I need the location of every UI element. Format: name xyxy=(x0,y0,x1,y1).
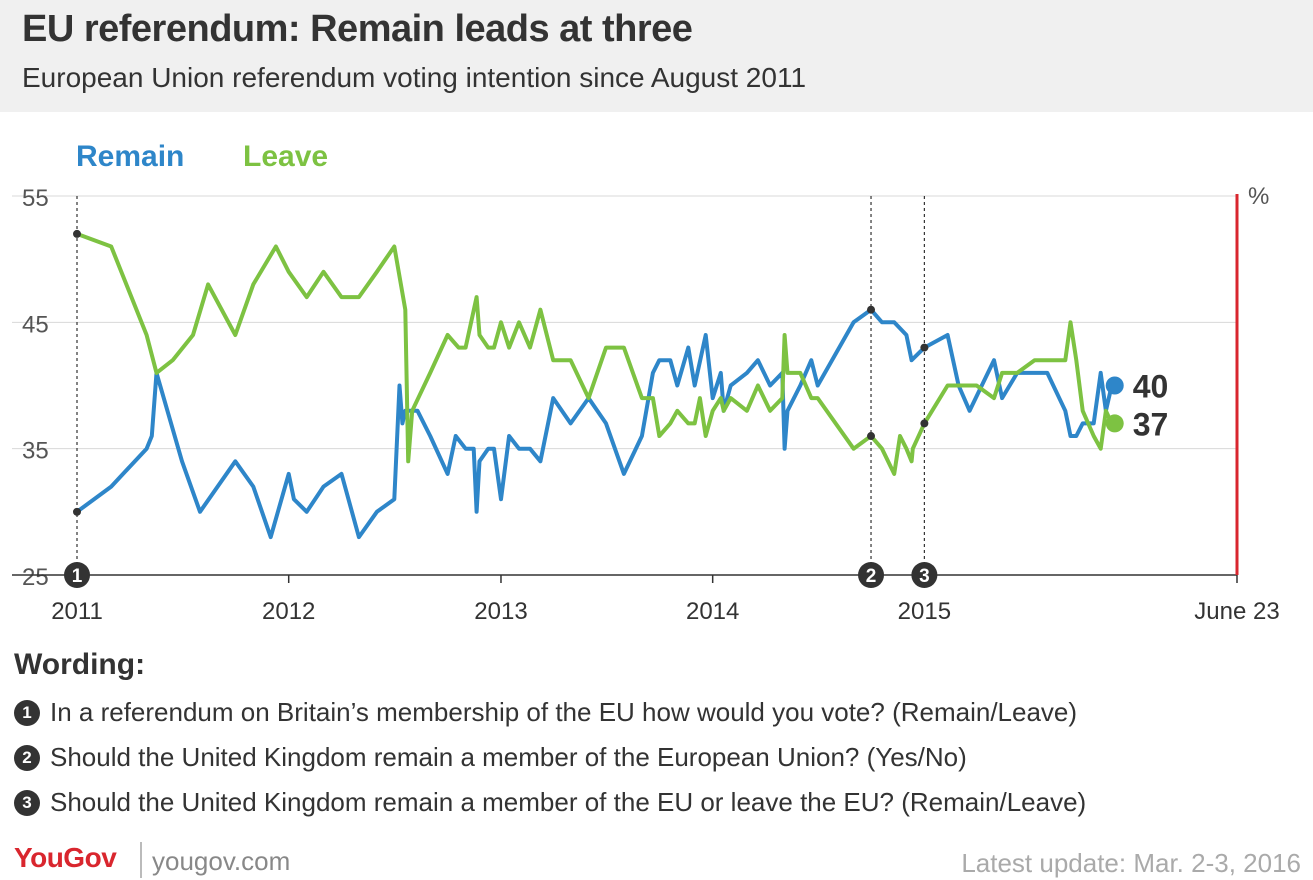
y-tick-label: 25 xyxy=(22,564,49,591)
wording-change-dot xyxy=(867,432,876,441)
wording-marker-number: 2 xyxy=(866,566,877,587)
series-line-leave xyxy=(75,231,1114,476)
x-tick-label: 2014 xyxy=(686,598,739,625)
unit-label: % xyxy=(1248,183,1269,210)
chart-subtitle: European Union referendum voting intenti… xyxy=(22,62,807,93)
wording-marker-badge xyxy=(911,562,938,588)
wording-change-dot xyxy=(920,343,929,352)
header-band: EU referendum: Remain leads at three Eur… xyxy=(0,0,1313,112)
wording-change-dot xyxy=(920,419,929,428)
x-tick-label: 2012 xyxy=(262,598,315,625)
x-tick-label: 2015 xyxy=(898,598,951,625)
wording-number-badge: 1 xyxy=(14,699,40,726)
wording-item-2: 2 Should the United Kingdom remain a mem… xyxy=(14,742,967,773)
wording-change-dot xyxy=(73,507,81,516)
wording-marker-number: 3 xyxy=(919,566,930,587)
yougov-logo[interactable]: YouGov xyxy=(14,842,117,873)
series-line-remain xyxy=(75,307,1114,540)
x-tick-label: 2011 xyxy=(51,598,103,625)
y-tick-label: 55 xyxy=(22,185,49,212)
footer-divider xyxy=(140,842,142,878)
wording-item-3: 3 Should the United Kingdom remain a mem… xyxy=(14,787,1086,818)
x-tick-label: 2013 xyxy=(474,598,527,625)
endpoint-label-remain: 40 xyxy=(1133,369,1169,405)
wording-item-1: 1 In a referendum on Britain’s membershi… xyxy=(14,697,1077,728)
wording-number-badge: 2 xyxy=(14,744,40,771)
wording-marker-badge xyxy=(64,562,90,588)
wording-change-dot xyxy=(867,305,876,314)
footer-site-link[interactable]: yougov.com xyxy=(152,846,291,876)
line-chart: 25 35 45 55 % 2011 2012 2013 2014 2015 June 23 1 2 3 4… xyxy=(12,183,1280,625)
legend-leave: Leave xyxy=(243,140,329,173)
x-tick-label: June 23 xyxy=(1194,598,1279,625)
wording-marker-number: 1 xyxy=(72,566,83,587)
wording-marker-badge xyxy=(858,562,885,588)
wording-text: Should the United Kingdom remain a membe… xyxy=(50,787,1087,817)
endpoint-dot-leave xyxy=(1105,414,1124,433)
wording-change-dot xyxy=(73,229,81,238)
endpoint-dot-remain xyxy=(1105,376,1124,395)
chart-title: EU referendum: Remain leads at three xyxy=(22,8,693,50)
wording-number-badge: 3 xyxy=(14,789,40,816)
y-tick-label: 45 xyxy=(22,311,49,338)
y-tick-label: 35 xyxy=(22,438,49,465)
endpoint-label-leave: 37 xyxy=(1133,406,1169,442)
legend-remain: Remain xyxy=(76,140,185,173)
wording-text: In a referendum on Britain’s membership … xyxy=(50,697,1078,727)
latest-update-text: Latest update: Mar. 2-3, 2016 xyxy=(961,848,1301,878)
wording-text: Should the United Kingdom remain a membe… xyxy=(50,742,967,772)
wording-title: Wording: xyxy=(14,648,146,681)
